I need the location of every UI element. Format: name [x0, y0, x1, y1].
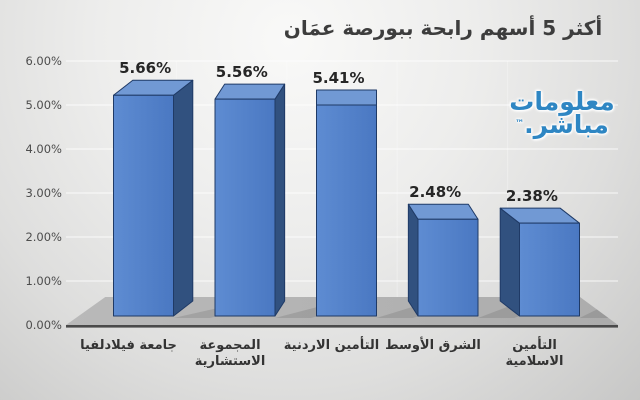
- bar-top-face: [214, 83, 286, 100]
- bar-value-label: 5.66%: [119, 59, 172, 78]
- bar-value-label: 2.48%: [409, 183, 462, 202]
- watermark-line1: معلومات: [509, 87, 615, 116]
- trademark-icon: ™: [515, 119, 525, 129]
- mubasher-watermark: معلومات مباشر.™: [498, 87, 626, 139]
- y-tick-label: 1.00%: [25, 274, 62, 288]
- bar-front-face: [519, 222, 580, 317]
- y-tick-label: 3.00%: [25, 186, 62, 200]
- bar-side-face: [173, 79, 194, 317]
- watermark-line2: مباشر.™: [498, 110, 626, 139]
- bar-top-face: [316, 89, 377, 106]
- bar-side-face: [499, 207, 520, 317]
- x-axis-line: [66, 325, 618, 328]
- bar-front-face: [316, 104, 377, 317]
- bar-value-label: 5.41%: [312, 69, 365, 87]
- y-tick-label: 2.00%: [25, 230, 62, 244]
- bar-front-face: [113, 94, 174, 317]
- y-tick-label: 4.00%: [25, 142, 62, 156]
- category-label: التأمين الاسلامية: [505, 338, 564, 369]
- bar-top-face: [407, 203, 479, 220]
- watermark-brand: مباشر.: [524, 110, 609, 139]
- bar-front-face: [214, 98, 276, 317]
- bar-side-face: [274, 83, 286, 317]
- bar-front-face: [417, 218, 479, 317]
- y-tick-label: 5.00%: [25, 98, 62, 112]
- category-label: التأمين الاردنية: [283, 338, 380, 353]
- bar-side-face: [407, 203, 419, 317]
- y-tick-label: 6.00%: [25, 54, 62, 68]
- chart-title: أكثر 5 أسهم رابحة ببورصة عمَان: [283, 16, 603, 40]
- category-label: المجموعة الاستشارية: [194, 338, 266, 369]
- bar-value-label: 5.56%: [215, 63, 268, 82]
- bar-value-label: 2.38%: [505, 187, 558, 206]
- y-tick-label: 0.00%: [25, 318, 62, 332]
- category-label: جامعة فيلادلفيا: [80, 338, 177, 353]
- category-label: الشرق الأوسط: [385, 338, 481, 353]
